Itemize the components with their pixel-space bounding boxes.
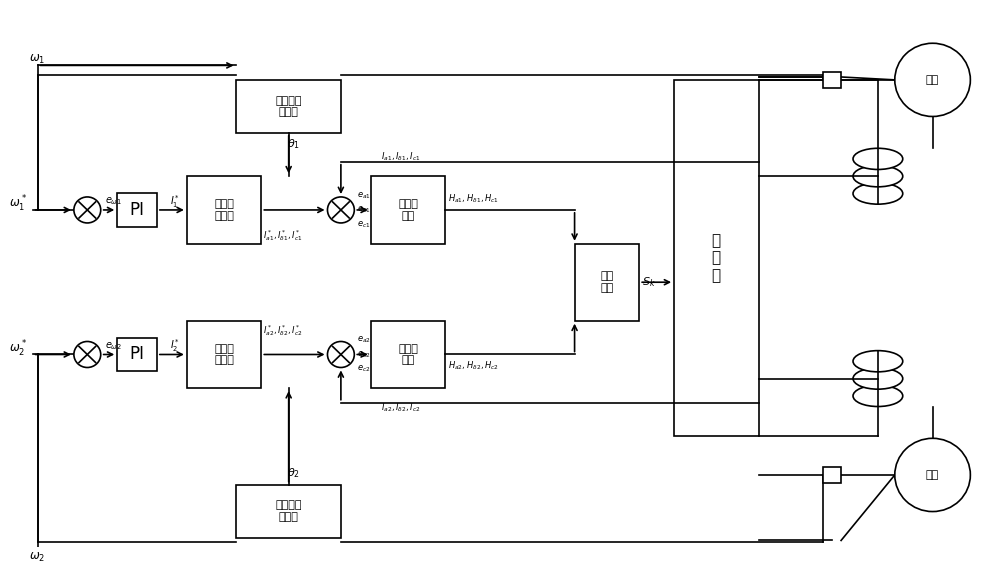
Circle shape — [895, 44, 970, 116]
Text: $I_{a1},I_{\delta1},I_{c1}$: $I_{a1},I_{\delta1},I_{c1}$ — [381, 151, 420, 163]
Text: $e_{\delta1}$: $e_{\delta1}$ — [357, 205, 371, 215]
Text: 滞环控
制器: 滞环控 制器 — [398, 344, 418, 366]
FancyBboxPatch shape — [823, 467, 841, 483]
Text: $H_{a1},H_{\delta1},H_{c1}$: $H_{a1},H_{\delta1},H_{c1}$ — [448, 192, 499, 205]
FancyBboxPatch shape — [674, 80, 759, 436]
FancyBboxPatch shape — [236, 80, 341, 133]
Text: $I_{a2}^*,I_{\delta2}^*,I_{c2}^*$: $I_{a2}^*,I_{\delta2}^*,I_{c2}^*$ — [263, 323, 303, 338]
FancyBboxPatch shape — [823, 72, 841, 88]
Text: $e_{c2}$: $e_{c2}$ — [357, 364, 371, 374]
Text: -: - — [334, 356, 340, 370]
FancyBboxPatch shape — [187, 176, 261, 244]
Text: +: + — [86, 340, 97, 353]
Text: 滞环控
制器: 滞环控 制器 — [398, 199, 418, 221]
FancyBboxPatch shape — [575, 244, 639, 321]
Text: +: + — [340, 195, 350, 208]
Text: $e_{c1}$: $e_{c1}$ — [357, 219, 371, 229]
Text: $S_k$: $S_k$ — [642, 275, 656, 289]
Text: -: - — [80, 356, 86, 370]
Ellipse shape — [853, 368, 903, 389]
Text: +: + — [86, 195, 97, 208]
Text: -: - — [333, 195, 339, 209]
Text: $\theta_2$: $\theta_2$ — [287, 466, 300, 480]
Text: $\omega_1$: $\omega_1$ — [29, 53, 46, 66]
Ellipse shape — [853, 351, 903, 372]
Ellipse shape — [853, 148, 903, 170]
Text: 电机: 电机 — [926, 75, 939, 85]
Text: $e_{\delta2}$: $e_{\delta2}$ — [357, 349, 371, 360]
Text: $I_{a2},I_{\delta2},I_{c2}$: $I_{a2},I_{\delta2},I_{c2}$ — [381, 401, 420, 414]
Circle shape — [74, 197, 101, 223]
Text: PI: PI — [130, 201, 145, 219]
Text: $e_{a2}$: $e_{a2}$ — [357, 335, 371, 345]
Text: $\theta_1$: $\theta_1$ — [287, 137, 300, 151]
Text: 转速和位
置计算: 转速和位 置计算 — [275, 95, 302, 117]
Text: 参考电
流生成: 参考电 流生成 — [214, 344, 234, 366]
Circle shape — [895, 438, 970, 511]
FancyBboxPatch shape — [117, 338, 157, 371]
Text: $H_{a2},H_{\delta2},H_{c2}$: $H_{a2},H_{\delta2},H_{c2}$ — [448, 360, 499, 372]
Circle shape — [327, 341, 354, 367]
Text: 转速和位
置计算: 转速和位 置计算 — [275, 500, 302, 522]
Circle shape — [74, 341, 101, 367]
Text: $I_{a1}^*,I_{\delta1}^*,I_{c1}^*$: $I_{a1}^*,I_{\delta1}^*,I_{c1}^*$ — [263, 228, 303, 244]
Text: 逻辑
综合: 逻辑 综合 — [600, 271, 614, 293]
Text: +: + — [340, 340, 350, 353]
Text: $e_{\omega2}$: $e_{\omega2}$ — [105, 340, 122, 352]
Text: 参考电
流生成: 参考电 流生成 — [214, 199, 234, 221]
Text: $e_{a1}$: $e_{a1}$ — [357, 190, 371, 201]
Ellipse shape — [853, 166, 903, 187]
Text: 逆
变
器: 逆 变 器 — [712, 233, 721, 283]
Text: $I_1^*$: $I_1^*$ — [170, 193, 180, 210]
FancyBboxPatch shape — [187, 321, 261, 388]
Text: $I_2^*$: $I_2^*$ — [170, 337, 180, 354]
Ellipse shape — [853, 385, 903, 407]
Text: $e_{\omega1}$: $e_{\omega1}$ — [105, 195, 123, 207]
FancyBboxPatch shape — [236, 485, 341, 537]
Text: -: - — [79, 195, 85, 209]
Text: $\omega_2^*$: $\omega_2^*$ — [9, 338, 27, 359]
Text: 电机: 电机 — [926, 470, 939, 480]
FancyBboxPatch shape — [117, 193, 157, 227]
Ellipse shape — [853, 183, 903, 204]
Circle shape — [327, 197, 354, 223]
Text: PI: PI — [130, 345, 145, 363]
Text: $\omega_2$: $\omega_2$ — [29, 551, 46, 564]
Text: $\omega_1^*$: $\omega_1^*$ — [9, 194, 27, 214]
FancyBboxPatch shape — [371, 321, 445, 388]
FancyBboxPatch shape — [371, 176, 445, 244]
